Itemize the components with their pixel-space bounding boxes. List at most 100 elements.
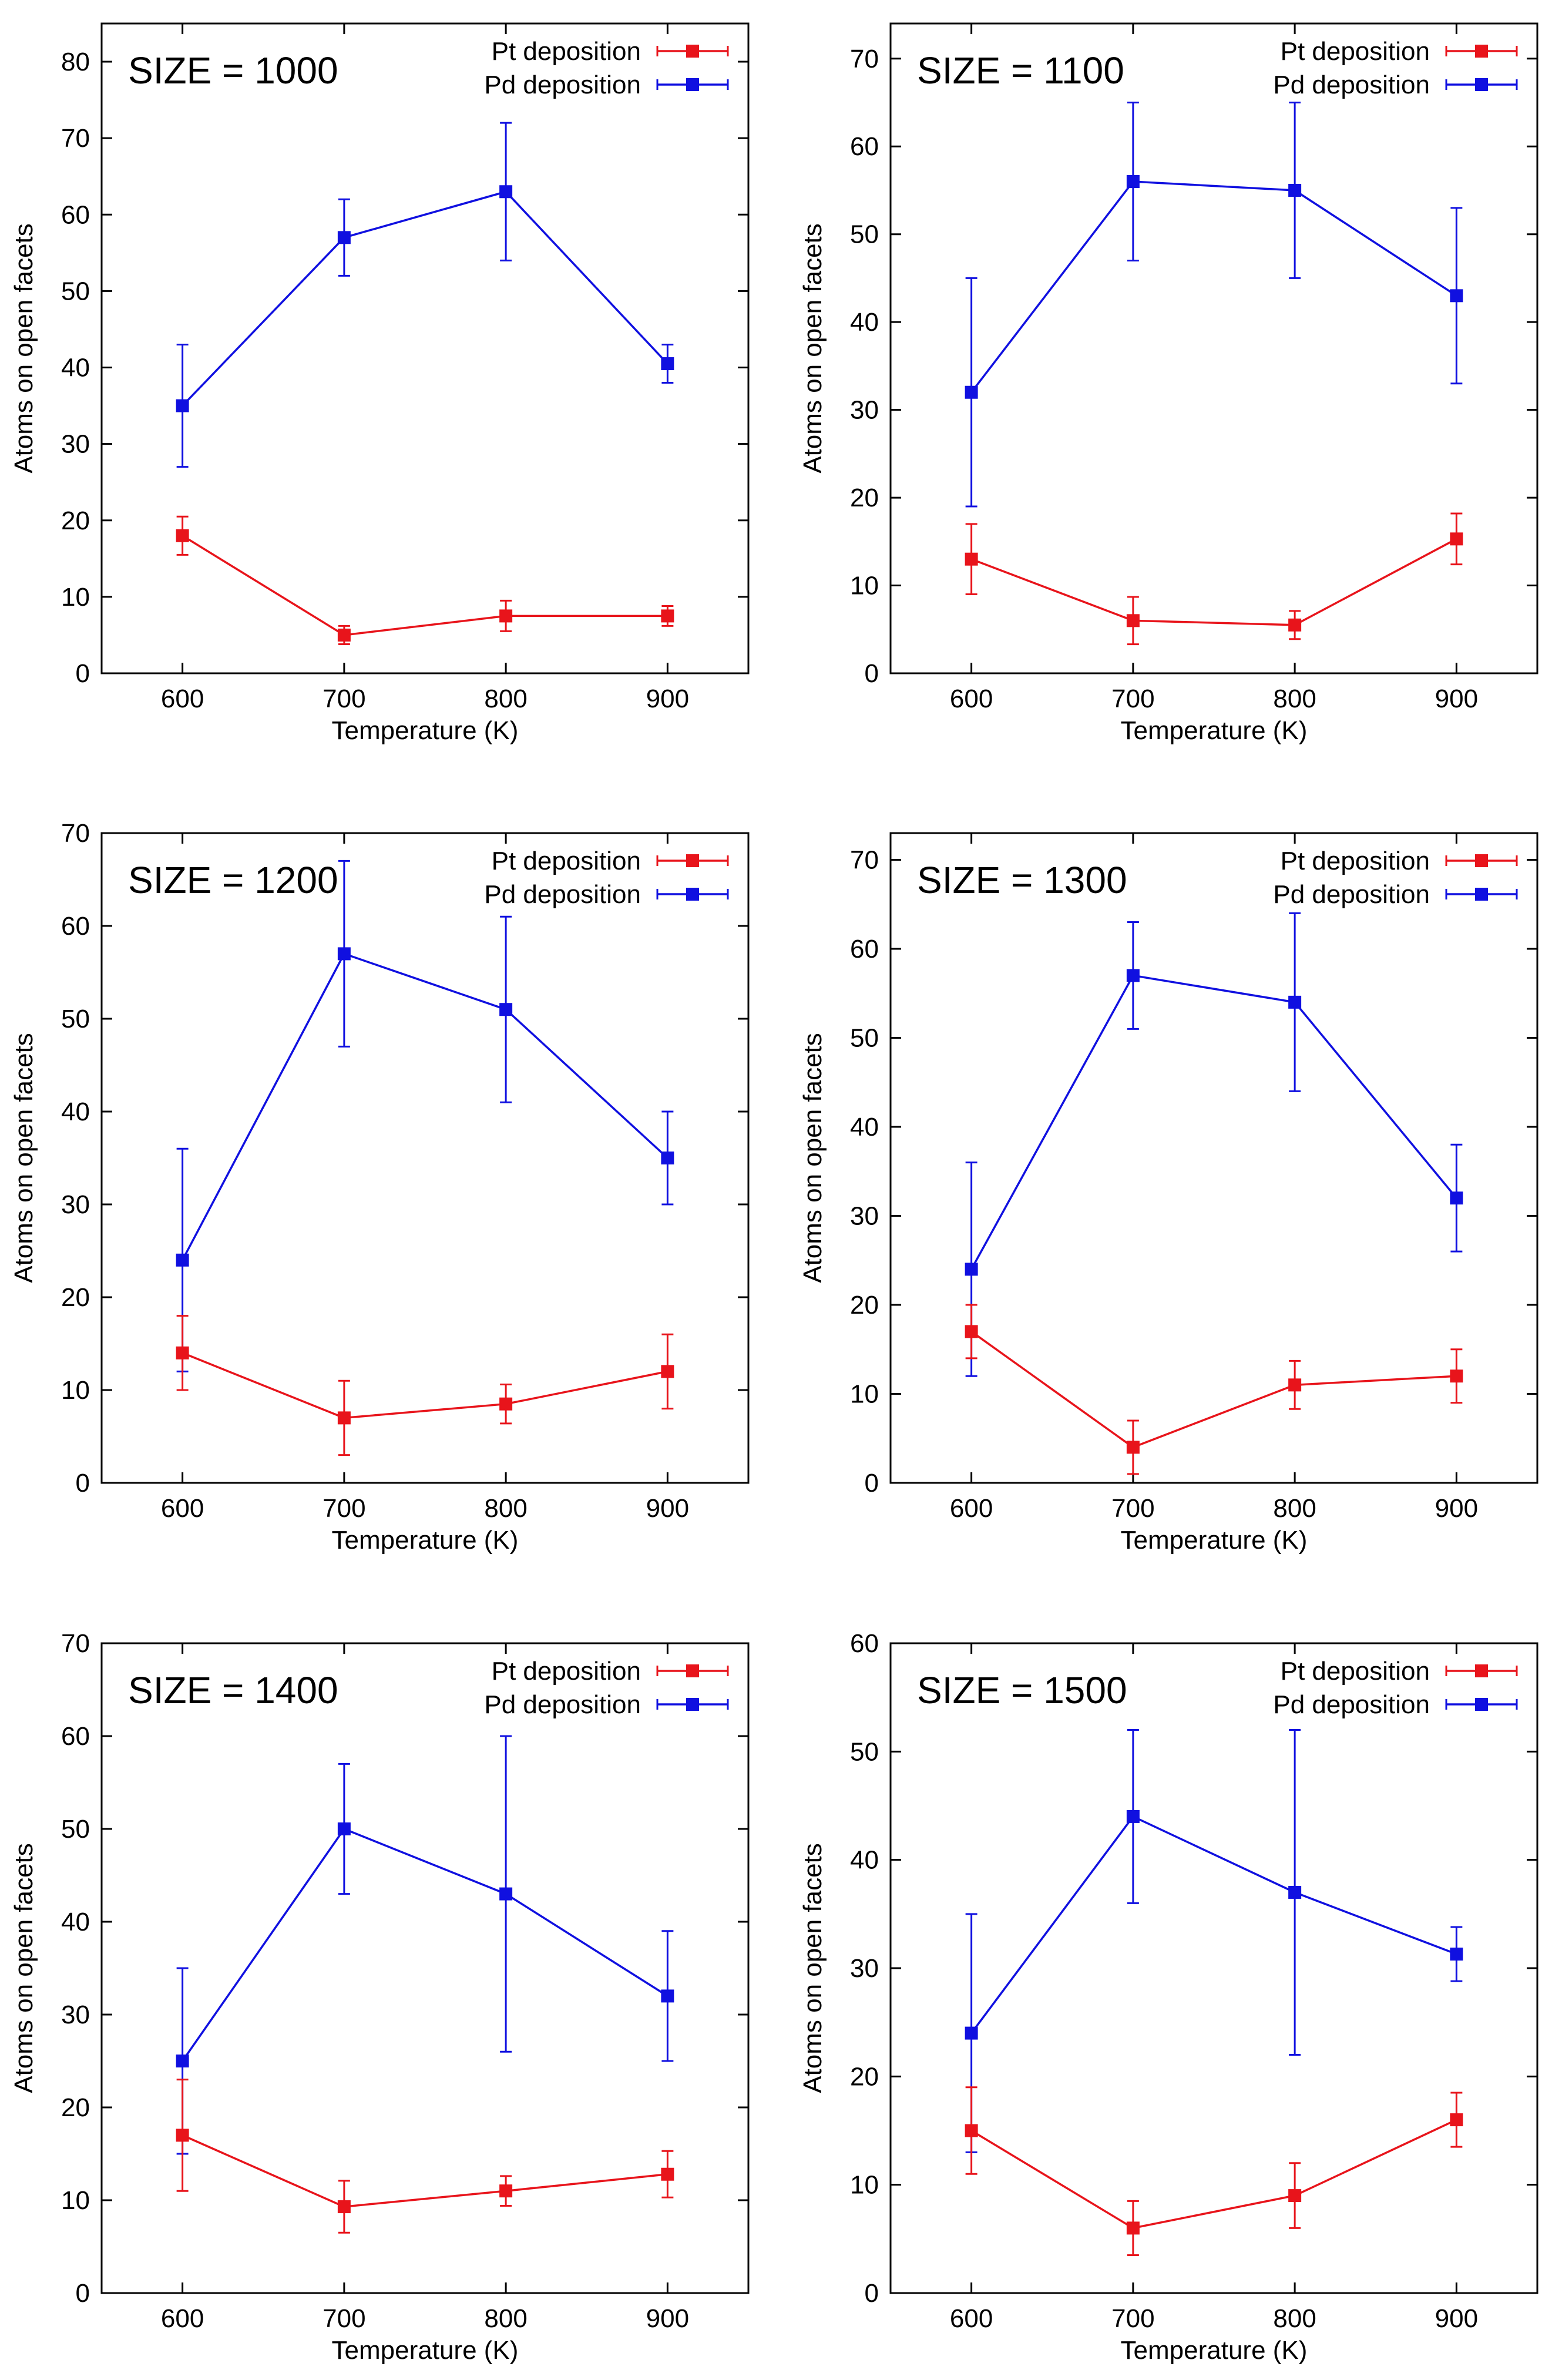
y-tick-label: 0 (865, 2279, 879, 2308)
y-tick-label: 10 (61, 583, 90, 612)
y-tick-label: 0 (76, 659, 90, 688)
legend-label: Pd deposition (1273, 1690, 1430, 1719)
legend-label: Pd deposition (484, 71, 641, 99)
legend-marker (1475, 888, 1488, 901)
x-tick-label: 700 (1111, 684, 1154, 713)
y-tick-label: 40 (61, 354, 90, 382)
data-point (499, 2184, 513, 2198)
y-tick-label: 10 (61, 1376, 90, 1405)
x-tick-label: 900 (1435, 1494, 1478, 1523)
chart-panel-5: 0 10 20 30 40 50 60 70 600 700 800 900 Temperature (… (9, 1629, 750, 2365)
data-point (337, 231, 351, 244)
data-point (176, 2129, 189, 2142)
plot-frame (889, 832, 1538, 1484)
panel-title: SIZE = 1000 (128, 49, 338, 92)
x-tick-label: 800 (1273, 1494, 1316, 1523)
series-line (182, 1352, 668, 1419)
y-tick-label: 70 (850, 45, 879, 73)
legend-label: Pt deposition (1281, 847, 1430, 875)
series-pd (965, 102, 1463, 508)
y-tick-label: 30 (61, 430, 90, 459)
series-line (182, 535, 668, 636)
series-line (182, 952, 668, 1261)
y-tick-label: 60 (61, 912, 90, 941)
y-tick-label: 70 (61, 819, 90, 848)
series-line (970, 1815, 1457, 2034)
series-pt (176, 1315, 674, 1456)
y-tick-label: 0 (865, 659, 879, 688)
legend-marker (686, 78, 699, 91)
legend-marker (1475, 854, 1488, 867)
x-tick-label: 700 (323, 2304, 365, 2333)
data-point (1450, 2113, 1463, 2127)
data-point (661, 1365, 674, 1378)
legend-marker (686, 1698, 699, 1711)
y-tick-label: 50 (850, 1023, 879, 1052)
y-tick-label: 40 (61, 1097, 90, 1126)
chart-panel-2: 0 10 20 30 40 50 60 70 600 700 800 900 Temperature (… (798, 22, 1538, 745)
data-point (1288, 618, 1302, 632)
data-point (176, 1346, 189, 1359)
data-point (1450, 289, 1463, 303)
data-point (1450, 532, 1463, 546)
panel-title: SIZE = 1500 (917, 1669, 1127, 1711)
y-tick-label: 60 (850, 935, 879, 964)
x-axis-title: Temperature (K) (332, 716, 519, 745)
legend-label: Pt deposition (492, 37, 641, 66)
data-point (1126, 1441, 1140, 1454)
y-tick-label: 60 (61, 1722, 90, 1751)
y-tick-label: 40 (850, 1846, 879, 1875)
plot-frame (100, 22, 750, 674)
y-tick-label: 40 (850, 1113, 879, 1142)
data-point (337, 2200, 351, 2214)
legend-label: Pd deposition (484, 1690, 641, 1719)
x-tick-label: 800 (484, 684, 527, 713)
y-axis-title: Atoms on open facets (9, 1843, 38, 2093)
y-tick-label: 70 (61, 124, 90, 153)
y-tick-label: 50 (850, 1737, 879, 1766)
y-tick-label: 30 (850, 396, 879, 425)
plot-frame (100, 1642, 750, 2294)
x-tick-label: 900 (1435, 684, 1478, 713)
data-point (1288, 2189, 1302, 2203)
x-tick-label: 800 (484, 1494, 527, 1523)
legend-marker (1475, 1664, 1488, 1677)
y-axis-title: Atoms on open facets (798, 1033, 827, 1283)
data-point (965, 1325, 978, 1338)
x-tick-label: 600 (161, 684, 204, 713)
panel-title: SIZE = 1200 (128, 859, 338, 901)
y-tick-label: 30 (61, 2000, 90, 2029)
x-tick-label: 600 (161, 1494, 204, 1523)
legend-label: Pt deposition (1281, 37, 1430, 66)
legend-marker (1475, 45, 1488, 58)
legend-label: Pt deposition (492, 1657, 641, 1686)
x-tick-label: 900 (646, 1494, 689, 1523)
legend-label: Pd deposition (1273, 71, 1430, 99)
chart-panel-6: 0 10 20 30 40 50 60 600 700 800 900 Temperature (K)… (798, 1629, 1538, 2365)
x-tick-label: 800 (1273, 684, 1316, 713)
chart-panel-1: 0 10 20 30 40 50 60 70 80 600 700 800 900 Temperature… (9, 22, 750, 745)
x-tick-label: 900 (646, 2304, 689, 2333)
series-pd (176, 1735, 674, 2155)
series-pt (965, 2086, 1463, 2256)
y-tick-label: 70 (850, 845, 879, 874)
legend-marker (1475, 1698, 1488, 1711)
y-axis-title: Atoms on open facets (9, 1033, 38, 1283)
plot-frame (889, 1642, 1538, 2294)
data-point (337, 628, 351, 642)
legend-label: Pt deposition (1281, 1657, 1430, 1686)
data-point (661, 609, 674, 623)
plot-frame (100, 832, 750, 1484)
series-pt (965, 512, 1463, 646)
series-line (971, 538, 1457, 626)
y-tick-label: 60 (850, 132, 879, 161)
series-line (182, 1827, 668, 2062)
y-tick-label: 80 (61, 48, 90, 76)
data-point (965, 385, 978, 399)
x-tick-label: 700 (323, 684, 365, 713)
y-tick-label: 20 (850, 1291, 879, 1320)
data-point (1126, 2221, 1140, 2235)
x-tick-label: 600 (161, 2304, 204, 2333)
y-tick-label: 50 (61, 1005, 90, 1033)
